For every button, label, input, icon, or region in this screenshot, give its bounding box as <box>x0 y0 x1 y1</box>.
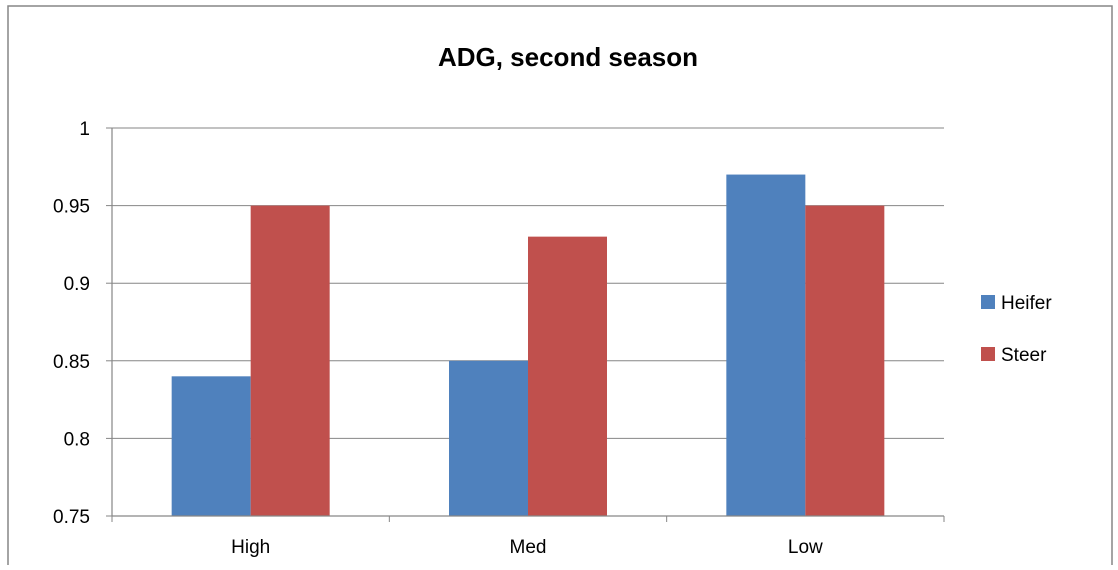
bars <box>171 174 885 516</box>
x-axis-tick-labels: High Med Low <box>231 537 823 558</box>
y-axis-tick-label: 0.8 <box>64 429 90 450</box>
bar-heifer-med <box>449 360 528 516</box>
x-axis-tick-label: High <box>231 537 270 558</box>
bar-heifer-high <box>171 376 251 516</box>
bar-steer-low <box>805 205 885 516</box>
y-axis-tick-label: 0.75 <box>53 507 90 528</box>
bar-steer-high <box>250 205 330 516</box>
y-axis-tick-label: 1 <box>79 119 90 140</box>
bar-heifer-low <box>726 174 806 516</box>
chart-title: ADG, second season <box>438 42 698 72</box>
legend-label-heifer: Heifer <box>1001 293 1052 314</box>
y-axis-tick-label: 0.85 <box>53 352 90 373</box>
legend-swatch-heifer <box>981 295 995 309</box>
axes <box>106 127 945 522</box>
legend: Heifer Steer <box>981 293 1052 366</box>
x-axis-tick-label: Low <box>788 537 823 558</box>
y-axis-tick-label: 0.95 <box>53 197 90 218</box>
y-axis-tick-label: 0.9 <box>64 274 90 295</box>
y-axis-tick-labels: 0.75 0.8 0.85 0.9 0.95 1 <box>53 119 90 528</box>
legend-swatch-steer <box>981 347 995 361</box>
bar-steer-med <box>528 236 607 516</box>
legend-label-steer: Steer <box>1001 345 1047 366</box>
chart-border <box>7 5 1113 565</box>
x-axis-tick-label: Med <box>510 537 547 558</box>
